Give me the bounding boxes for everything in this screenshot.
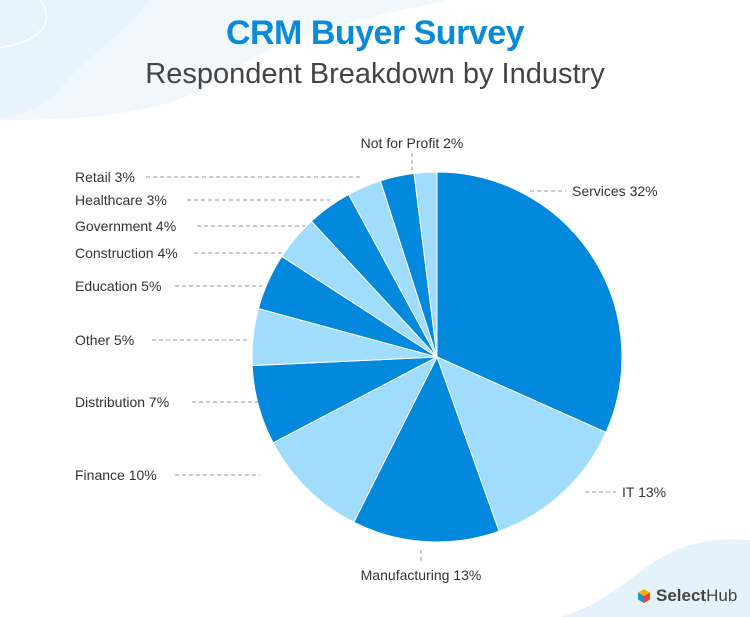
pie-slice-not-for-profit <box>413 171 438 358</box>
slice-label: Services 32% <box>572 183 658 199</box>
slice-label: Other 5% <box>75 332 134 348</box>
slice-label: Manufacturing 13% <box>361 567 482 583</box>
pie-slice-it <box>436 356 607 532</box>
pie-slice-manufacturing <box>353 355 500 543</box>
pie-slice-finance <box>272 355 439 523</box>
brand-name: SelectHub <box>656 586 738 605</box>
slice-label: Government 4% <box>75 218 176 234</box>
slice-label: Not for Profit 2% <box>361 135 464 151</box>
slice-label: Education 5% <box>75 278 161 294</box>
slice-label: Finance 10% <box>75 467 157 483</box>
hexagon-logo-icon <box>638 589 650 603</box>
chart-title: CRM Buyer Survey <box>225 14 525 52</box>
pie-slice-services <box>436 171 623 434</box>
slice-label: Distribution 7% <box>75 394 169 410</box>
slice-label: Retail 3% <box>75 169 135 185</box>
slice-label: Healthcare 3% <box>75 192 167 208</box>
slice-label: Construction 4% <box>75 245 178 261</box>
slice-label: IT 13% <box>622 484 666 500</box>
chart-subtitle: Respondent Breakdown by Industry <box>145 58 605 90</box>
selecthub-logo: SelectHub <box>636 586 737 606</box>
